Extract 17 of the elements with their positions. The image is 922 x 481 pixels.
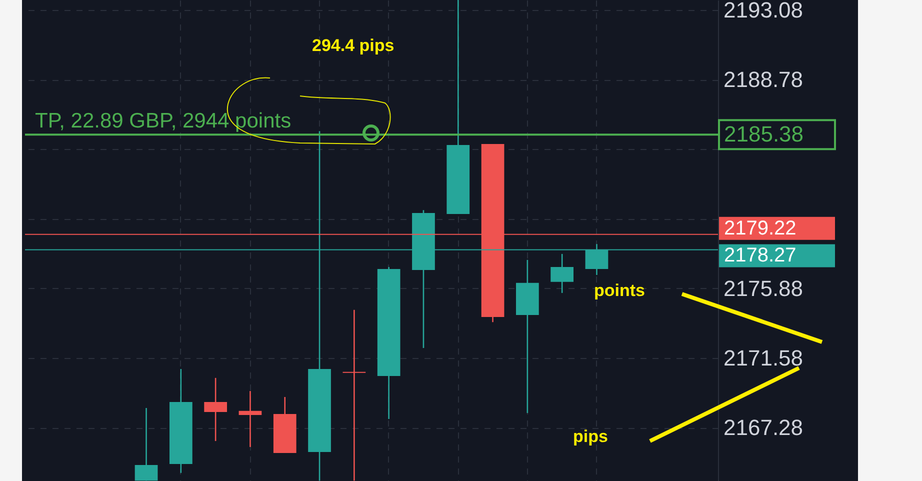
text: 2185.38 — [724, 122, 804, 147]
y-tick-label: 2167.28 — [724, 415, 804, 440]
candlestick — [134, 407, 158, 481]
ref-line-label: 2179.22 — [724, 217, 796, 240]
ref-line-label: TP, 22.89 GBP, 2944 points — [35, 110, 292, 133]
y-tick-label: 2175.88 — [724, 276, 804, 301]
ref-line-label: 2178.27 — [724, 244, 796, 267]
annotation: 294.4 pips — [312, 36, 394, 55]
y-tick-label: 2171.58 — [724, 346, 804, 370]
candlestick — [550, 253, 574, 294]
candlestick — [238, 390, 262, 448]
y-tick-label: 2193.08 — [724, 0, 804, 23]
candlestick — [204, 377, 228, 442]
candlestick — [342, 309, 366, 481]
annotation: points — [594, 281, 645, 300]
annotation: pips — [573, 427, 608, 446]
y-tick-label: 2188.78 — [724, 67, 804, 92]
